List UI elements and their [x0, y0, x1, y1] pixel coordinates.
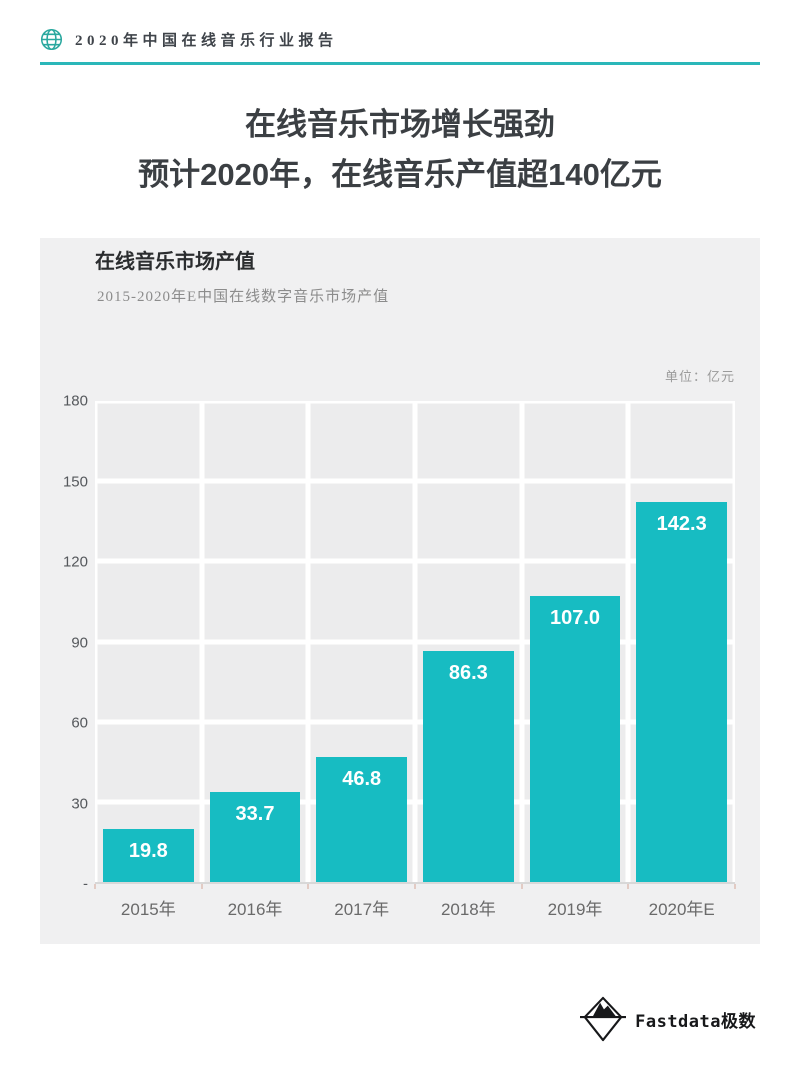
bar-column: 19.8: [95, 401, 202, 882]
bar: 46.8: [316, 756, 408, 882]
x-tick-mark: [520, 884, 523, 889]
bar-column: 86.3: [415, 401, 522, 882]
bar: 142.3: [636, 501, 728, 882]
x-tick-mark: [200, 884, 203, 889]
bar-value-label: 86.3: [448, 662, 488, 685]
bar-value-label: 107.0: [549, 607, 601, 630]
bar-column: 107.0: [522, 401, 629, 882]
x-axis: 2015年 2016年 2017年 2018年 2019年 2020年E: [94, 884, 736, 926]
report-title: 2020年中国在线音乐行业报告: [75, 33, 338, 49]
unit-label: 单位：亿元: [664, 369, 735, 384]
y-tick-label: 150: [62, 473, 88, 490]
bar-chart: - 30 60 90 120 150 180 19.8 33.7 46.8 86.3 107.0 14…: [40, 394, 736, 926]
globe-icon: [40, 28, 63, 51]
page-header: 2020年中国在线音乐行业报告: [40, 28, 760, 51]
x-category-label: 2019年: [547, 900, 603, 919]
brand-name: Fastdata极数: [635, 1011, 756, 1032]
x-tick-mark: [627, 884, 630, 889]
bar-value-label: 19.8: [128, 840, 168, 863]
x-category-label: 2015年: [120, 900, 176, 919]
page-footer: Fastdata极数: [580, 995, 756, 1043]
y-tick-label: -: [83, 875, 88, 893]
y-tick-label: 30: [71, 795, 88, 813]
x-category-label: 2017年: [334, 900, 390, 919]
y-tick-label: 90: [71, 634, 88, 651]
bar: 107.0: [529, 596, 621, 882]
bar-value-label: 46.8: [342, 767, 382, 790]
bar: 86.3: [423, 651, 514, 882]
x-tick-mark: [94, 884, 96, 889]
main-title-line1: 在线音乐市场增长强劲: [245, 107, 555, 142]
bar-value-label: 142.3: [656, 512, 707, 535]
main-title-line2: 预计2020年，在线音乐产值超140亿元: [138, 157, 662, 192]
bar: 33.7: [209, 791, 301, 882]
bar-column: 142.3: [628, 401, 735, 882]
x-category-label: 2018年: [440, 900, 496, 919]
x-tick-mark: [734, 884, 736, 889]
bar-column: 33.7: [202, 401, 309, 882]
chart-subtitle: 2015-2020年E中国在线数字音乐市场产值: [97, 289, 390, 305]
x-category-label: 2016年: [227, 900, 283, 919]
chart-panel: 在线音乐市场产值 2015-2020年E中国在线数字音乐市场产值 单位：亿元 -…: [40, 238, 760, 944]
main-title: 在线音乐市场增长强劲 预计2020年，在线音乐产值超140亿元: [0, 100, 800, 200]
y-axis: - 30 60 90 120 150 180: [40, 394, 95, 892]
header-divider: [40, 62, 760, 65]
x-tick-mark: [307, 884, 310, 889]
chart-title: 在线音乐市场产值: [95, 251, 255, 273]
x-tick-mark: [414, 884, 416, 889]
y-tick-label: 120: [62, 553, 88, 571]
bar: 19.8: [103, 829, 194, 882]
bar-column: 46.8: [308, 401, 415, 882]
y-tick-label: 180: [62, 392, 88, 410]
bar-value-label: 33.7: [235, 802, 275, 825]
y-tick-label: 60: [71, 714, 88, 732]
plot-area: 19.8 33.7 46.8 86.3 107.0 142.3: [95, 401, 735, 884]
x-category-label: 2020年E: [648, 900, 715, 919]
fastdata-logo-icon: [580, 995, 627, 1043]
